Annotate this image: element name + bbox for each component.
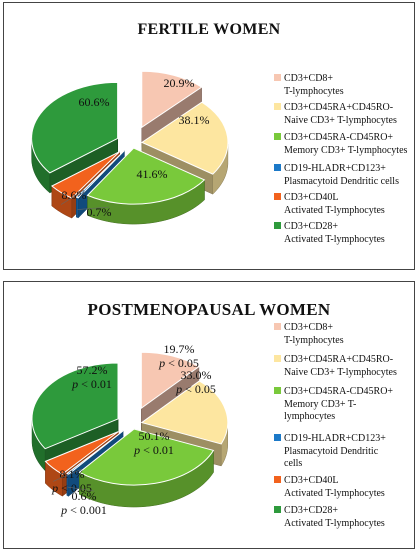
data-label-memory: 41.6% xyxy=(137,167,168,181)
legend-label: CD3+CD45RA+CD45RO- Naive CD3+ T-lymphocyt… xyxy=(284,102,397,126)
p-value-pdc: p < 0.001 xyxy=(60,503,107,517)
slice-naive xyxy=(140,380,229,445)
slice-memory xyxy=(78,428,215,486)
legend-label: CD19-HLADR+CD123+ Plasmacytoid Dendritic c… xyxy=(284,433,386,469)
legend-swatch xyxy=(274,164,281,171)
data-label-cd40l: 8.6% xyxy=(62,188,87,202)
legend-label: CD3+CD45RA+CD45RO- Naive CD3+ T-lymphocyt… xyxy=(284,354,397,378)
legend-swatch xyxy=(274,355,281,362)
legend-swatch xyxy=(274,476,281,483)
chart-title: FERTILE WOMEN xyxy=(137,21,281,38)
data-label-memory: 50.1% xyxy=(139,429,170,443)
data-label-cd3cd8: 19.7% xyxy=(164,342,195,356)
slice-naive xyxy=(140,101,229,175)
legend-swatch xyxy=(274,222,281,229)
legend-swatch xyxy=(274,434,281,441)
legend-label: CD3+CD45RA-CD45RO+ Memory CD3+ T-lymphocy… xyxy=(284,386,394,422)
legend-swatch xyxy=(274,387,281,394)
legend-swatch xyxy=(274,74,281,81)
data-label-naive: 38.1% xyxy=(179,113,210,127)
legend-swatch xyxy=(274,193,281,200)
fertile-pie-chart: 20.9%38.1%41.6%0.7%8.6%60.6% xyxy=(31,70,229,225)
data-label-naive: 33.0% xyxy=(181,368,212,382)
data-label-pdc: 0.6% xyxy=(72,489,97,503)
leader-line xyxy=(60,189,85,205)
slice-cd28 xyxy=(31,81,119,174)
slice-cd3cd8 xyxy=(141,70,203,129)
slice-pdc xyxy=(75,150,125,199)
fertile-women-panel: FERTILE WOMEN 20.9% 38.1% 41.6% 0.7% 8.6% 60.… xyxy=(3,2,415,270)
legend-label: CD3+CD8+ T-lymphocytes xyxy=(284,322,344,346)
legend-swatch xyxy=(274,506,281,513)
legend-label: CD3+CD45RA-CD45RO+ Memory CD3+ T-lymphocy… xyxy=(284,132,408,156)
legend-label: CD3+CD8+ T-lymphocytes xyxy=(284,73,344,97)
leader-line xyxy=(77,206,110,210)
legend-swatch xyxy=(274,323,281,330)
data-label-cd3cd8: 20.9% xyxy=(164,76,195,90)
slice-cd28 xyxy=(31,362,119,450)
slice-cd3cd8 xyxy=(140,351,200,410)
data-label-cd40l: 8.1% xyxy=(60,467,85,481)
slice-cd40l xyxy=(44,431,119,475)
legend-swatch xyxy=(274,133,281,140)
postmenopausal-women-panel: POSTMENOPAUSAL WOMEN 19.7% p < 0.05 33.0% p… xyxy=(3,281,415,549)
p-value-cd3cd8: p < 0.05 xyxy=(158,356,199,370)
legend-label: CD19-HLADR+CD123+ Plasmacytoid Dendritic … xyxy=(284,163,399,187)
slice-pdc xyxy=(66,430,124,475)
slice-memory xyxy=(86,147,206,205)
leader-line xyxy=(67,486,95,492)
legend-swatch xyxy=(274,103,281,110)
p-value-cd28: p < 0.01 xyxy=(71,377,112,391)
legend-label: CD3+CD40L Activated T-lymphocytes xyxy=(284,192,385,216)
p-value-memory: p < 0.01 xyxy=(133,443,174,457)
data-label-cd28: 57.2% xyxy=(77,363,108,377)
leader-line xyxy=(53,468,83,482)
p-value-cd40l: p < 0.05 xyxy=(51,481,92,495)
p-value-naive: p < 0.05 xyxy=(175,382,216,396)
legend-label: CD3+CD28+ Activated T-lymphocytes xyxy=(284,505,385,529)
chart-title: POSTMENOPAUSAL WOMEN xyxy=(87,300,331,319)
data-label-cd28: 60.6% xyxy=(79,95,110,109)
legend-label: CD3+CD40L Activated T-lymphocytes xyxy=(284,475,385,499)
legend-label: CD3+CD28+ Activated T-lymphocytes xyxy=(284,221,385,245)
